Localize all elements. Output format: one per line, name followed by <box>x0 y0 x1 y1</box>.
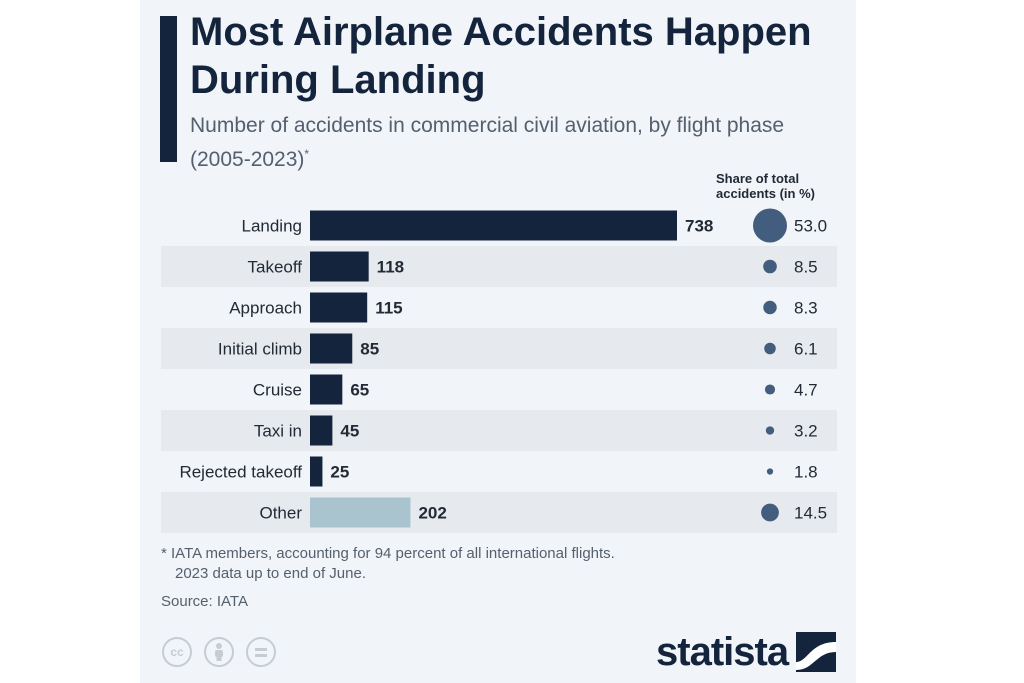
category-label: Taxi in <box>254 422 302 441</box>
statista-logo-icon <box>796 632 837 672</box>
category-label: Other <box>259 504 302 523</box>
share-value-label: 8.5 <box>794 258 818 277</box>
share-value-label: 3.2 <box>794 422 818 441</box>
source-note: Source: IATA <box>161 593 248 610</box>
share-column-header: Share of total accidents (in %) <box>716 171 815 201</box>
bar <box>310 251 369 282</box>
bar-value-label: 25 <box>330 463 349 482</box>
bar <box>310 210 677 241</box>
row-band <box>161 328 837 369</box>
share-dot <box>764 342 776 355</box>
footnote-line-1: * IATA members, accounting for 94 percen… <box>161 545 615 562</box>
bar-value-label: 45 <box>340 422 359 441</box>
cc-icon[interactable]: cc <box>162 637 192 667</box>
share-dot <box>764 384 776 395</box>
share-value-label: 4.7 <box>794 381 818 400</box>
person-icon <box>215 643 223 661</box>
chart-subtitle: Number of accidents in commercial civil … <box>190 112 790 174</box>
share-value-label: 6.1 <box>794 340 818 359</box>
row-band <box>161 492 837 533</box>
bar <box>310 374 343 405</box>
bar <box>310 456 323 487</box>
bar-value-label: 738 <box>685 217 713 236</box>
bar <box>310 333 353 364</box>
subtitle-footnote-marker: * <box>304 147 310 161</box>
category-label: Landing <box>241 217 302 236</box>
row-band <box>161 246 837 287</box>
row-band <box>161 410 837 451</box>
share-dot <box>763 259 777 274</box>
title-accent-bar <box>160 16 177 162</box>
category-label: Takeoff <box>247 258 302 277</box>
category-label: Approach <box>229 299 302 318</box>
bar <box>310 415 333 446</box>
logo-text: statista <box>656 629 789 674</box>
share-value-label: 53.0 <box>794 217 827 236</box>
chart-title: Most Airplane Accidents Happen During La… <box>190 10 812 102</box>
share-dot <box>753 208 787 243</box>
share-dot <box>763 300 777 315</box>
footnote-line-2: 2023 data up to end of June. <box>175 565 366 582</box>
category-label: Cruise <box>253 381 302 400</box>
equals-icon <box>255 648 267 657</box>
share-dot <box>765 426 775 435</box>
bar-value-label: 115 <box>375 299 402 318</box>
attribution-icon[interactable] <box>204 637 234 667</box>
bar-value-label: 118 <box>377 258 404 277</box>
bar-value-label: 85 <box>360 340 379 359</box>
statista-logo[interactable]: statista <box>656 628 837 676</box>
category-label: Rejected takeoff <box>179 463 302 482</box>
subtitle-text: Number of accidents in commercial civil … <box>190 114 785 171</box>
share-value-label: 8.3 <box>794 299 818 318</box>
share-value-label: 14.5 <box>794 504 827 523</box>
no-derivatives-icon[interactable] <box>246 637 276 667</box>
category-label: Initial climb <box>218 340 302 359</box>
share-dot <box>761 503 779 522</box>
share-dot <box>766 468 774 475</box>
bar-value-label: 65 <box>350 381 369 400</box>
footnote: * IATA members, accounting for 94 percen… <box>161 544 801 584</box>
bar <box>310 497 411 528</box>
share-value-label: 1.8 <box>794 463 818 482</box>
bar <box>310 292 368 323</box>
bar-value-label: 202 <box>418 504 446 523</box>
